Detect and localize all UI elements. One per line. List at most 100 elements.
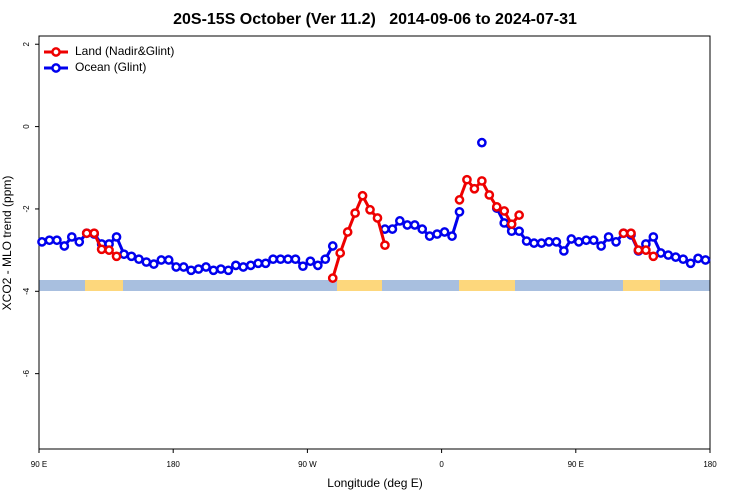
data-point [529,238,539,248]
data-point [551,237,562,247]
data-point [111,251,122,262]
data-point [544,237,554,247]
data-point [37,237,47,247]
y-tick-label: 0 [22,124,31,129]
data-point [245,260,256,271]
data-point [126,251,137,262]
data-point [559,246,569,256]
data-point [603,232,614,242]
data-point [439,227,450,237]
plot-frame [38,35,711,450]
data-point [230,260,241,271]
data-point [253,258,264,269]
data-point [223,265,234,276]
x-tick-label: 90 E [568,460,584,469]
data-point [700,255,711,265]
x-tick-label: 180 [167,460,181,469]
data-point [163,255,174,265]
data-point [268,254,278,265]
data-point [193,264,204,274]
data-point [678,254,689,265]
x-tick-label: 180 [703,460,717,469]
land-strip [337,280,382,291]
data-point [491,202,502,212]
data-point [469,183,480,194]
data-point [521,236,532,246]
x-tick-label: 90 E [31,460,47,469]
data-point [648,232,659,242]
y-tick-label: 2 [22,41,31,46]
y-tick-label: -2 [22,205,31,213]
data-point [409,220,420,230]
data-point [104,245,114,255]
data-point [536,238,547,248]
data-point [573,237,584,247]
chart-title: 20S-15S October (Ver 11.2) 2014-09-06 to… [173,11,577,28]
data-point [626,228,636,239]
data-point [514,226,524,237]
y-tick-label: -4 [22,287,31,295]
data-point [432,229,442,239]
land-ocean-strip [39,280,710,291]
data-point [275,254,286,265]
data-point [59,241,70,251]
data-point [506,219,517,230]
data-point [454,195,465,205]
data-point [588,235,599,246]
data-point [44,235,55,246]
data-point [208,265,219,276]
data-point [216,264,226,274]
data-point [417,224,428,234]
data-point [298,261,308,272]
x-tick-label: 0 [439,460,444,469]
data-point [514,210,524,220]
legend-label: Ocean (Glint) [75,60,146,74]
data-point [454,206,465,217]
data-point [641,245,651,255]
data-point [424,231,435,241]
data-point [148,259,159,269]
data-point [611,237,621,247]
data-point [335,248,346,258]
x-axis-title: Longitude (deg E) [327,476,422,490]
data-point [350,208,360,218]
data-point [447,231,457,241]
data-point [372,213,383,223]
data-point [596,241,606,251]
data-point [484,190,495,200]
data-point [566,234,577,244]
data-point [499,218,510,228]
data-point [327,273,338,283]
data-point [387,224,398,234]
y-axis-title: XCO2 - MLO trend (ppm) [0,176,14,311]
data-point [156,255,167,265]
data-point [96,244,107,255]
data-point [462,174,472,185]
data-point [178,262,189,272]
data-point [81,228,92,239]
data-point [66,232,77,242]
data-point [477,137,487,148]
data-point [290,254,301,265]
data-point [186,265,196,276]
data-point [618,228,629,239]
data-point [141,257,152,267]
land-strip [623,280,660,291]
legend-marker [51,63,61,73]
data-point [499,206,510,216]
data-point [663,250,674,260]
data-point [74,237,85,247]
data-point [260,258,271,269]
land-strip [459,280,515,291]
data-point [171,262,182,272]
data-point [402,220,413,230]
data-point [305,256,316,267]
data-point [320,254,331,265]
y-tick-label: -6 [22,370,31,378]
data-point [581,235,592,246]
data-point [312,260,323,271]
data-point [134,254,144,265]
data-point [342,227,353,237]
data-point [477,176,487,186]
